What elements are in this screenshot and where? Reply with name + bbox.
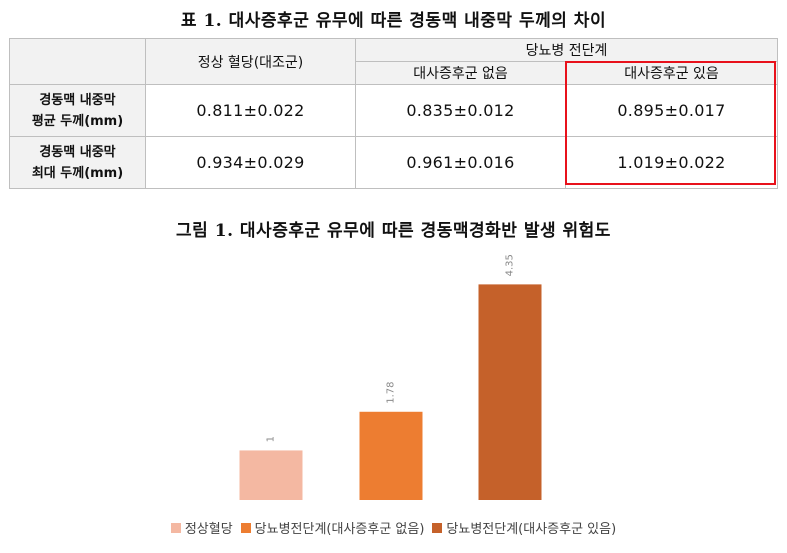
table-title: 표 1. 대사증후군 유무에 따른 경동맥 내중막 두께의 차이	[180, 11, 607, 31]
chart-bar	[239, 450, 303, 500]
row-label: 경동맥 내중막 최대 두께(mm)	[9, 136, 146, 189]
row-label: 경동맥 내중막 평균 두께(mm)	[9, 84, 146, 137]
header-normal: 정상 혈당(대조군)	[145, 38, 356, 85]
row-label-line2: 평균 두께(mm)	[31, 113, 124, 129]
cell-value: 0.961±0.016	[355, 136, 566, 189]
legend-label: 당뇨병전단계(대사증후군 있음)	[446, 522, 617, 537]
legend-swatch	[240, 522, 251, 533]
bar-chart: 1 1.78 4.35	[239, 254, 542, 500]
cell-value: 0.811±0.022	[145, 84, 356, 137]
header-no-ms: 대사증후군 없음	[355, 61, 566, 85]
chart-bar	[359, 411, 423, 500]
table-row: 경동맥 내중막 최대 두께(mm) 0.934±0.029 0.961±0.01…	[9, 136, 778, 189]
row-label-line1: 경동맥 내중막	[39, 92, 116, 108]
cell-value: 0.934±0.029	[145, 136, 356, 189]
chart-title: 그림 1. 대사증후군 유무에 따른 경동맥경화반 발생 위험도	[176, 221, 611, 241]
cell-value: 0.895±0.017	[565, 84, 778, 137]
bar-value-label: 4.35	[505, 254, 516, 276]
legend-item: 정상혈당	[170, 518, 233, 537]
legend-item: 당뇨병전단계(대사증후군 없음)	[240, 518, 425, 537]
row-label-line1: 경동맥 내중막	[39, 144, 116, 160]
corner-header-cell	[9, 38, 146, 85]
legend-label: 당뇨병전단계(대사증후군 없음)	[254, 522, 425, 537]
bar-value-label: 1	[266, 436, 277, 442]
cell-value: 0.835±0.012	[355, 84, 566, 137]
header-with-ms: 대사증후군 있음	[565, 61, 778, 85]
legend-swatch	[170, 522, 181, 533]
chart-legend: 정상혈당 당뇨병전단계(대사증후군 없음) 당뇨병전단계(대사증후군 있음)	[0, 518, 787, 537]
cell-value: 1.019±0.022	[565, 136, 778, 189]
legend-item: 당뇨병전단계(대사증후군 있음)	[432, 518, 616, 537]
data-table: 정상 혈당(대조군) 당뇨병 전단계 대사증후군 없음 대사증후군 있음 경동맥…	[9, 38, 778, 189]
chart-bar	[478, 284, 542, 500]
table-row: 경동맥 내중막 평균 두께(mm) 0.811±0.022 0.835±0.01…	[9, 84, 778, 137]
row-label-line2: 최대 두께(mm)	[31, 165, 124, 181]
legend-label: 정상혈당	[184, 522, 233, 537]
header-prediabetes: 당뇨병 전단계	[355, 38, 778, 62]
bar-value-label: 1.78	[386, 382, 397, 404]
legend-swatch	[432, 522, 443, 533]
